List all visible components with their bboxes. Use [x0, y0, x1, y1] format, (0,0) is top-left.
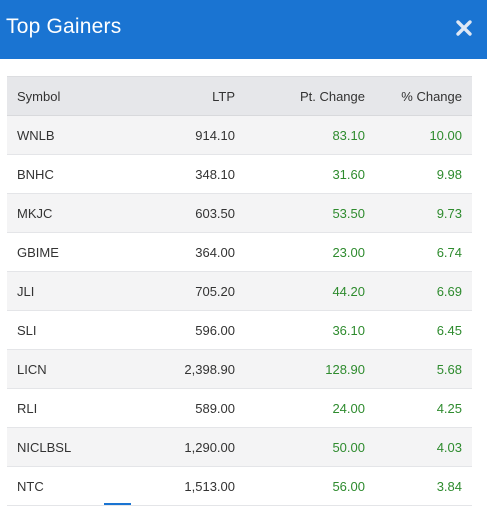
pct-change-cell: 6.74: [375, 232, 472, 272]
symbol-cell: NICLBSL: [7, 427, 139, 467]
ltp-cell: 705.20: [139, 271, 245, 311]
symbol-cell: JLI: [7, 271, 139, 311]
symbol-cell: SLI: [7, 310, 139, 350]
symbol-cell: WNLB: [7, 115, 139, 155]
top-gainers-table-container: Symbol LTP Pt. Change % Change WNLB 914.1…: [7, 76, 472, 506]
pct-change-cell: 6.69: [375, 271, 472, 311]
ltp-cell: 589.00: [139, 388, 245, 428]
pt-change-cell: 23.00: [245, 232, 375, 272]
pct-change-cell: 5.68: [375, 349, 472, 389]
table-row[interactable]: MKJC 603.50 53.50 9.73: [7, 193, 472, 233]
ltp-cell: 603.50: [139, 193, 245, 233]
table-row[interactable]: BNHC 348.10 31.60 9.98: [7, 154, 472, 194]
table-row[interactable]: SLI 596.00 36.10 6.45: [7, 310, 472, 350]
table-row[interactable]: WNLB 914.10 83.10 10.00: [7, 115, 472, 155]
pt-change-cell: 44.20: [245, 271, 375, 311]
pct-change-cell: 4.25: [375, 388, 472, 428]
table-row[interactable]: NICLBSL 1,290.00 50.00 4.03: [7, 427, 472, 467]
symbol-cell: GBIME: [7, 232, 139, 272]
column-header-symbol[interactable]: Symbol: [7, 76, 139, 116]
symbol-cell: MKJC: [7, 193, 139, 233]
pt-change-cell: 31.60: [245, 154, 375, 194]
table-row[interactable]: NTC 1,513.00 56.00 3.84: [7, 466, 472, 506]
pt-change-cell: 50.00: [245, 427, 375, 467]
modal-title: Top Gainers: [6, 15, 122, 38]
table-row[interactable]: JLI 705.20 44.20 6.69: [7, 271, 472, 311]
pct-change-cell: 6.45: [375, 310, 472, 350]
table-row[interactable]: RLI 589.00 24.00 4.25: [7, 388, 472, 428]
modal-header: Top Gainers: [0, 0, 487, 59]
ltp-cell: 348.10: [139, 154, 245, 194]
pct-change-cell: 3.84: [375, 466, 472, 506]
pt-change-cell: 128.90: [245, 349, 375, 389]
pt-change-cell: 56.00: [245, 466, 375, 506]
table-header-row: Symbol LTP Pt. Change % Change: [7, 76, 472, 116]
pct-change-cell: 9.98: [375, 154, 472, 194]
close-x-icon: [456, 20, 472, 36]
ltp-cell: 596.00: [139, 310, 245, 350]
ltp-cell: 1,290.00: [139, 427, 245, 467]
pt-change-cell: 36.10: [245, 310, 375, 350]
scroll-indicator: [104, 503, 131, 505]
ltp-cell: 364.00: [139, 232, 245, 272]
pct-change-cell: 9.73: [375, 193, 472, 233]
pct-change-cell: 10.00: [375, 115, 472, 155]
pt-change-cell: 53.50: [245, 193, 375, 233]
ltp-cell: 2,398.90: [139, 349, 245, 389]
symbol-cell: BNHC: [7, 154, 139, 194]
symbol-cell: NTC: [7, 466, 139, 506]
symbol-cell: LICN: [7, 349, 139, 389]
ltp-cell: 1,513.00: [139, 466, 245, 506]
pt-change-cell: 83.10: [245, 115, 375, 155]
close-button[interactable]: [455, 19, 473, 37]
pt-change-cell: 24.00: [245, 388, 375, 428]
column-header-pct-change[interactable]: % Change: [375, 76, 472, 116]
ltp-cell: 914.10: [139, 115, 245, 155]
column-header-ltp[interactable]: LTP: [139, 76, 245, 116]
table-row[interactable]: LICN 2,398.90 128.90 5.68: [7, 349, 472, 389]
column-header-pt-change[interactable]: Pt. Change: [245, 76, 375, 116]
symbol-cell: RLI: [7, 388, 139, 428]
pct-change-cell: 4.03: [375, 427, 472, 467]
table-row[interactable]: GBIME 364.00 23.00 6.74: [7, 232, 472, 272]
top-gainers-table: Symbol LTP Pt. Change % Change WNLB 914.1…: [7, 76, 472, 506]
